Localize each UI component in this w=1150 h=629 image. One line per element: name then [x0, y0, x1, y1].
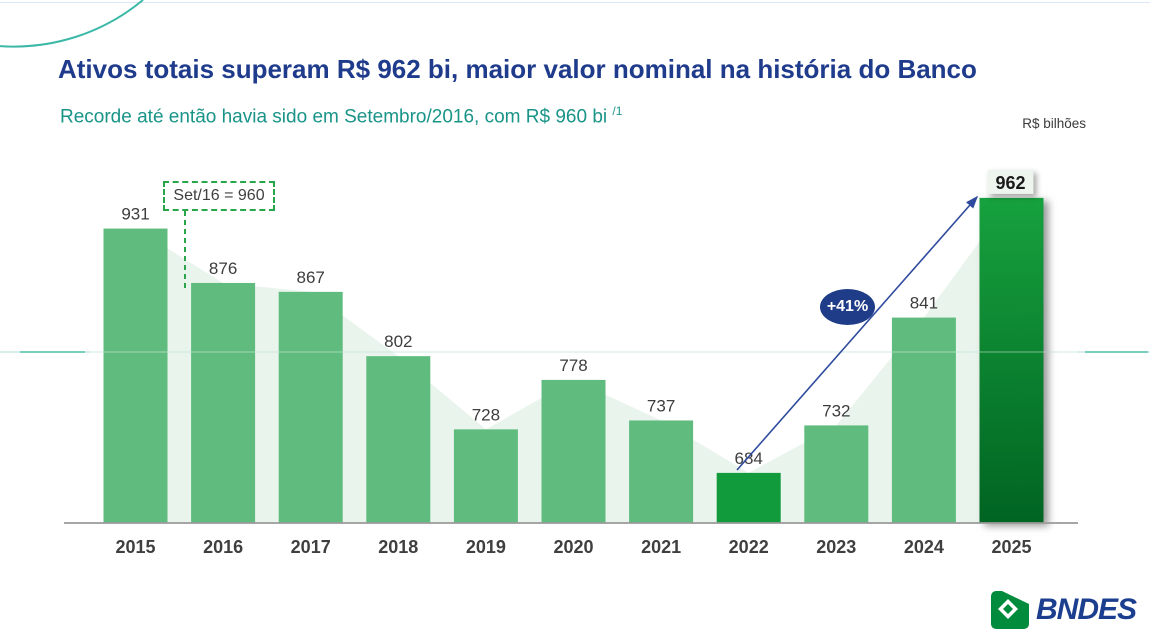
top-border-line	[0, 2, 1150, 3]
bndes-logo: BNDES	[991, 591, 1137, 629]
units-label: R$ bilhões	[1022, 116, 1086, 131]
bar-value-label: 931	[121, 205, 149, 224]
bar-2017	[278, 291, 343, 523]
bar-value-label: 802	[384, 332, 412, 351]
year-label: 2021	[641, 537, 681, 557]
year-label: 2015	[115, 537, 155, 557]
bar-value-label: 728	[472, 405, 500, 424]
bar-2024	[891, 317, 956, 523]
bar-2022	[716, 472, 781, 523]
bar-value-label: 737	[647, 396, 675, 415]
bar-value-label: 876	[209, 259, 237, 278]
bar-value-label: 778	[559, 356, 587, 375]
bar-value-label: 962	[995, 173, 1025, 193]
bndes-logo-text: BNDES	[1036, 593, 1137, 626]
bar-2016	[191, 282, 256, 523]
bar-2025	[979, 197, 1044, 524]
background-area	[135, 197, 1012, 524]
bar-value-label: 684	[735, 449, 763, 468]
page-title: Ativos totais superam R$ 962 bi, maior v…	[58, 54, 977, 84]
callout-set16: Set/16 = 960	[163, 181, 275, 211]
bar-value-label: 867	[297, 268, 325, 287]
bar-2019	[453, 429, 518, 523]
growth-arrow	[736, 195, 979, 471]
bar-value-label: 732	[822, 401, 850, 420]
subtitle-footnote-marker: /1	[612, 104, 623, 118]
growth-badge: +41%	[820, 289, 875, 325]
max-value-label-box	[987, 169, 1034, 194]
bar-2015	[103, 228, 168, 523]
bar-2018	[366, 356, 431, 523]
year-label: 2019	[466, 537, 506, 557]
year-label: 2018	[378, 537, 418, 557]
bar-value-label: 841	[910, 294, 938, 313]
year-label: 2023	[816, 537, 856, 557]
subtitle-text: Recorde até então havia sido em Setembro…	[60, 106, 613, 128]
bar-2020	[541, 379, 606, 523]
year-label: 2020	[553, 537, 593, 557]
bndes-logo-mark	[991, 591, 1029, 629]
subtitle: Recorde até então havia sido em Setembro…	[60, 104, 622, 128]
bar-2023	[804, 425, 869, 523]
year-label: 2016	[203, 537, 243, 557]
year-label: 2024	[904, 537, 944, 557]
year-label: 2025	[991, 537, 1031, 557]
year-label: 2022	[729, 537, 769, 557]
bar-2021	[629, 420, 694, 523]
decorative-arc	[0, 0, 144, 48]
year-label: 2017	[291, 537, 331, 557]
